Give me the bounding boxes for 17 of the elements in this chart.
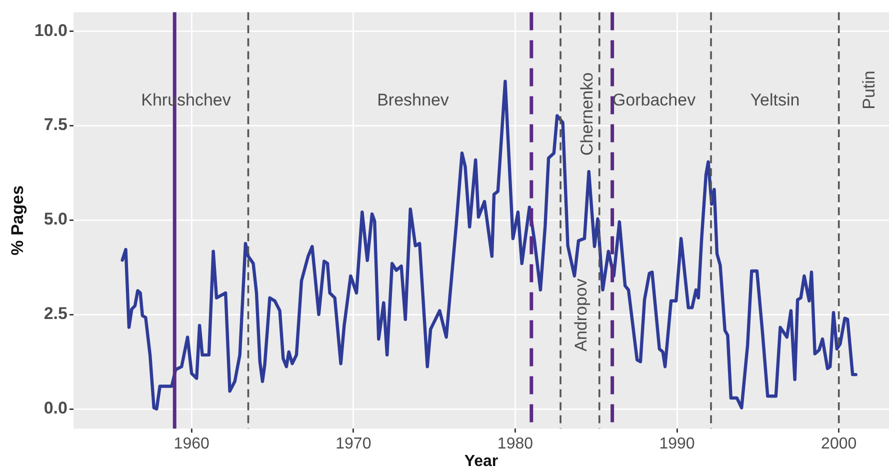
- y-tick-label: 2.5: [44, 304, 68, 324]
- x-tick-label: 1980: [497, 436, 534, 453]
- y-tick-label: 7.5: [44, 115, 68, 134]
- annotation: Chernenko: [578, 72, 597, 156]
- x-tick-label: 2000: [821, 436, 857, 453]
- x-tick-label: 1960: [174, 436, 210, 453]
- annotation: Breshnev: [377, 90, 450, 110]
- annotation: Andropov: [572, 278, 591, 352]
- annotation: Putin: [860, 70, 879, 110]
- x-tick-label: 1990: [659, 436, 695, 453]
- x-tick-label: 1970: [336, 436, 372, 453]
- y-axis-title: % Pages: [8, 185, 27, 256]
- y-tick-label: 5.0: [44, 210, 68, 229]
- annotation: Yeltsin: [750, 90, 800, 110]
- x-axis-title: Year: [464, 452, 498, 470]
- y-tick-label: 10.0: [34, 20, 68, 40]
- y-tick-label: 0.0: [44, 398, 68, 418]
